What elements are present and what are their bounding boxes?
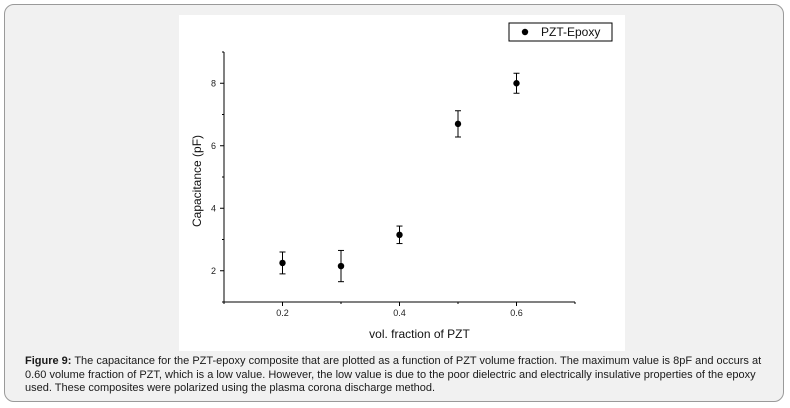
legend: PZT-Epoxy [508, 22, 613, 42]
legend-box [508, 22, 613, 42]
legend-label: PZT-Epoxy [541, 25, 600, 39]
data-point [279, 259, 286, 267]
data-point [513, 80, 520, 87]
x-tick-label: 0.2 [276, 308, 289, 318]
scatter-chart: 2 4 6 8 0.2 0.4 0.6 vol. fraction of PZT Capacit… [190, 22, 613, 341]
plot-panel: 2 4 6 8 0.2 0.4 0.6 vol. fraction of PZT Capacit… [179, 15, 625, 351]
axes: 2 4 6 8 0.2 0.4 0.6 vol. fraction of PZT Capacit… [190, 51, 576, 341]
y-tick-label: 6 [211, 141, 216, 151]
data-marks [279, 72, 520, 283]
y-axis-title: Capacitance (pF) [190, 135, 204, 227]
data-point [454, 120, 462, 128]
x-axis-title: vol. fraction of PZT [369, 327, 470, 341]
data-point [396, 231, 403, 239]
legend-marker [521, 28, 529, 36]
y-tick-label: 4 [211, 203, 216, 213]
y-tick-label: 2 [211, 266, 216, 276]
y-tick-label: 8 [211, 78, 216, 88]
figure-frame: 2 4 6 8 0.2 0.4 0.6 vol. fraction of PZT Capacit… [4, 4, 784, 402]
caption-label: Figure 9: [25, 355, 72, 367]
caption-text: The capacitance for the PZT-epoxy compos… [25, 355, 762, 394]
x-tick-label: 0.6 [510, 308, 523, 318]
figure-caption: Figure 9: The capacitance for the PZT-ep… [25, 355, 777, 396]
data-point [337, 262, 345, 270]
x-tick-label: 0.4 [393, 308, 406, 318]
